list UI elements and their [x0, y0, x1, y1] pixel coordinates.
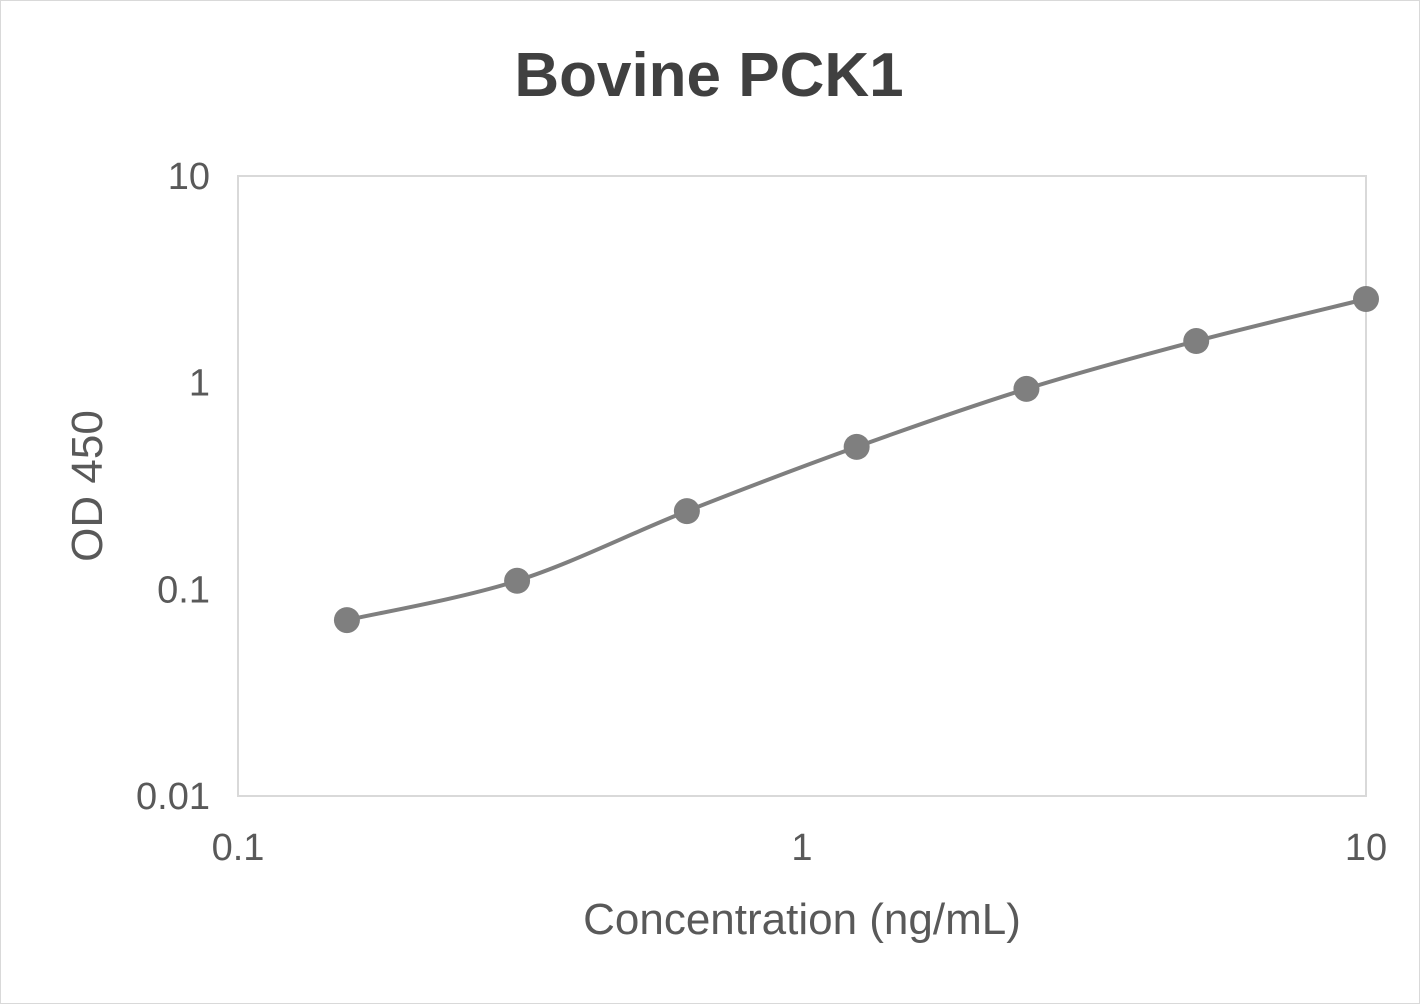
data-point	[673, 498, 700, 525]
x-tick-label: 10	[1345, 827, 1387, 869]
x-tick-label: 0.1	[212, 827, 265, 869]
plot-area	[237, 175, 1367, 797]
y-axis-label: OD 450	[63, 410, 112, 562]
data-point	[504, 567, 531, 594]
data-point	[1353, 286, 1379, 313]
data-point	[1183, 328, 1210, 355]
y-tick-label: 0.01	[136, 776, 210, 818]
data-point	[333, 607, 360, 634]
y-tick-label: 10	[168, 156, 210, 198]
x-axis-label: Concentration (ng/mL)	[583, 895, 1021, 944]
data-point	[1013, 375, 1040, 402]
y-tick-label: 0.1	[157, 569, 210, 611]
data-point	[843, 433, 870, 460]
x-tick-label: 1	[791, 827, 812, 869]
chart-title: Bovine PCK1	[514, 41, 903, 110]
y-tick-label: 1	[189, 363, 210, 405]
